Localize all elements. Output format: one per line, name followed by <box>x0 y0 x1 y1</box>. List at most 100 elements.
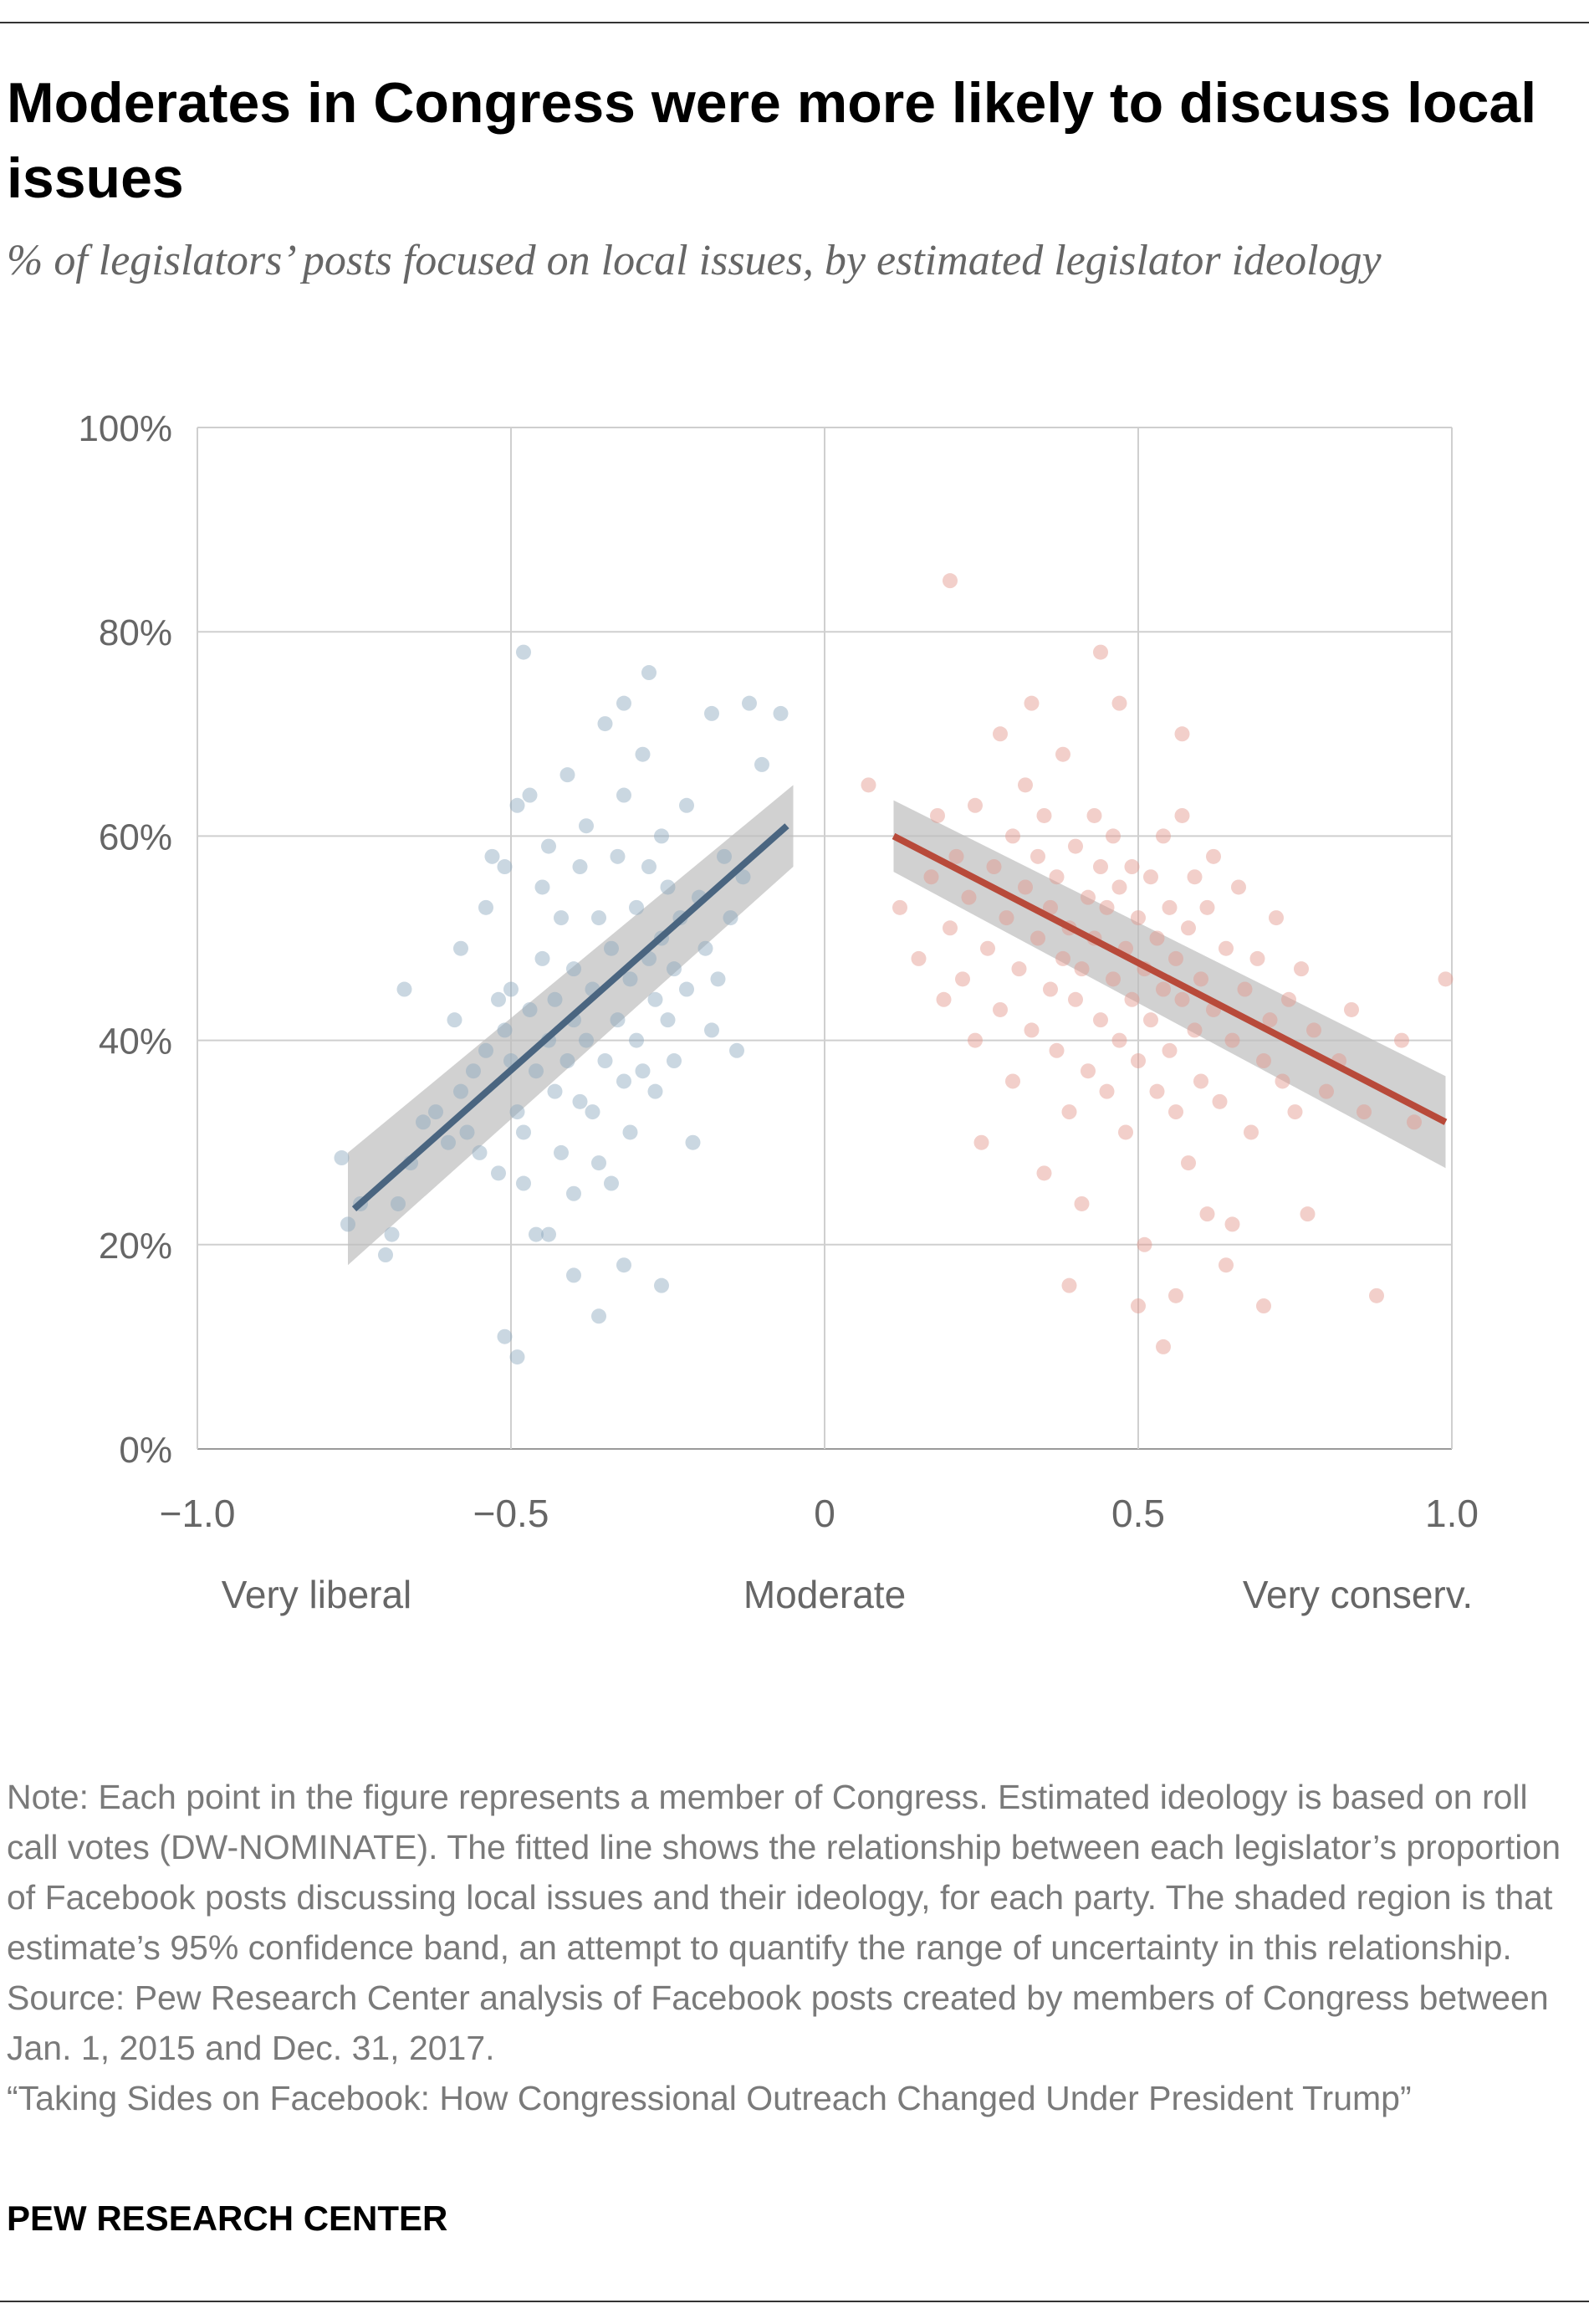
democrats-data-point <box>447 1012 462 1028</box>
democrats-data-point <box>559 1053 575 1069</box>
republicans-data-point <box>1137 1236 1152 1252</box>
republicans-data-point <box>943 573 958 589</box>
grid-lines <box>197 427 1453 1450</box>
source-text: Source: Pew Research Center analysis of … <box>7 1978 1549 2067</box>
republicans-data-point <box>1287 1104 1303 1120</box>
republicans-data-point <box>993 1001 1008 1017</box>
republicans-data-point <box>1162 1042 1178 1058</box>
republicans-data-point <box>986 859 1002 875</box>
republicans-data-point <box>948 848 964 864</box>
republicans-data-point <box>1407 1114 1422 1130</box>
democrats-data-point <box>566 1185 581 1201</box>
democrats-data-point <box>503 981 519 997</box>
republicans-data-point <box>1181 1155 1196 1171</box>
republicans-data-point <box>1043 981 1058 997</box>
y-tick-label: 0% <box>119 1430 172 1471</box>
republicans-data-point <box>1131 1298 1146 1314</box>
democrats-data-point <box>491 1165 506 1181</box>
chart-subtitle: % of legislators’ posts focused on local… <box>7 237 1382 284</box>
democrats-data-point <box>509 1349 525 1365</box>
democrats-data-point <box>597 1053 613 1069</box>
y-tick-label: 100% <box>78 408 172 449</box>
democrats-data-point <box>742 695 757 711</box>
republicans-fit-line <box>892 832 1448 1125</box>
republicans-data-point <box>961 889 977 905</box>
democrats-data-point <box>723 910 738 926</box>
republicans-data-point <box>1206 848 1221 864</box>
data-points <box>334 573 1454 1365</box>
democrats-confidence-band <box>348 785 794 1266</box>
democrats-data-point <box>710 971 726 987</box>
republicans-data-point <box>1055 746 1070 762</box>
republicans-data-point <box>1124 991 1140 1007</box>
republicans-data-point <box>1081 1063 1096 1079</box>
republicans-data-point <box>1131 910 1146 926</box>
democrats-data-point <box>497 859 513 875</box>
republicans-data-point <box>923 869 939 885</box>
republicans-data-point <box>1187 869 1203 885</box>
democrats-data-point <box>516 1175 531 1191</box>
republicans-data-point <box>861 777 876 793</box>
democrats-data-point <box>378 1247 393 1263</box>
republicans-data-point <box>1024 1022 1040 1038</box>
republicans-data-point <box>1193 1073 1208 1089</box>
republicans-data-point <box>980 940 995 956</box>
democrats-data-point <box>667 961 682 977</box>
democrats-data-point <box>635 746 651 762</box>
democrats-data-point <box>654 828 669 844</box>
democrats-data-point <box>459 1124 475 1140</box>
republicans-data-point <box>1061 1104 1077 1120</box>
republicans-data-point <box>1193 971 1208 987</box>
republicans-data-point <box>1099 899 1115 915</box>
democrats-data-point <box>340 1216 355 1232</box>
republicans-data-point <box>1181 920 1196 936</box>
democrats-data-point <box>641 665 657 681</box>
democrats-data-point <box>453 1083 468 1099</box>
republicans-data-point <box>1275 1073 1290 1089</box>
republicans-data-point <box>1011 961 1027 977</box>
republicans-data-point <box>1219 1257 1234 1273</box>
republicans-data-point <box>1111 879 1127 895</box>
x-tick-label: 0.5 <box>1111 1492 1165 1535</box>
republicans-data-point <box>1224 1216 1240 1232</box>
democrats-data-point <box>591 910 606 926</box>
republicans-data-point <box>1061 1277 1077 1293</box>
republicans-data-point <box>1249 950 1265 966</box>
democrats-data-point <box>704 1022 719 1038</box>
bottom-rule <box>0 2301 1589 2302</box>
republicans-data-point <box>1156 981 1171 997</box>
democrats-data-point <box>547 1083 563 1099</box>
x-tick-label: 0 <box>814 1492 835 1535</box>
republicans-data-point <box>1143 1012 1158 1028</box>
republicans-data-point <box>955 971 970 987</box>
republicans-data-point <box>1262 1012 1278 1028</box>
democrats-data-point <box>717 848 732 864</box>
republicans-data-point <box>1131 1053 1146 1069</box>
republicans-data-point <box>1143 869 1158 885</box>
democrats-data-point <box>685 1134 701 1150</box>
republicans-data-point <box>1106 971 1121 987</box>
democrats-data-point <box>635 1063 651 1079</box>
democrats-data-point <box>416 1114 431 1130</box>
republicans-confidence-band <box>893 800 1446 1169</box>
democrats-data-point <box>453 940 468 956</box>
republicans-data-point <box>1093 644 1108 660</box>
x-tick-label: −0.5 <box>473 1492 549 1535</box>
republicans-data-point <box>1357 1104 1372 1120</box>
democrats-data-point <box>579 818 594 834</box>
republicans-data-point <box>1256 1053 1271 1069</box>
republicans-data-point <box>1219 940 1234 956</box>
democrats-data-point <box>466 1063 481 1079</box>
republicans-data-point <box>1124 859 1140 875</box>
republicans-data-point <box>1212 1093 1228 1109</box>
note-text: Note: Each point in the figure represent… <box>7 1778 1561 1967</box>
republicans-data-point <box>1156 1339 1171 1354</box>
fit-lines <box>351 823 1448 1212</box>
democrats-data-point <box>491 991 506 1007</box>
democrats-data-point <box>428 1104 443 1120</box>
republicans-data-point <box>1162 899 1178 915</box>
democrats-data-point <box>516 1124 531 1140</box>
republicans-data-point <box>1344 1001 1359 1017</box>
democrats-data-point <box>729 1042 744 1058</box>
democrats-data-point <box>604 940 619 956</box>
